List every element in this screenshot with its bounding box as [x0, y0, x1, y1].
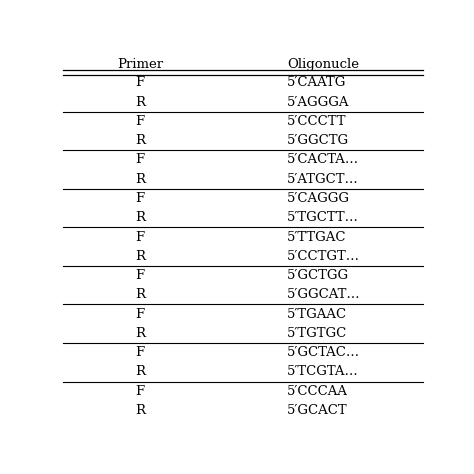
Text: F: F — [136, 192, 145, 205]
Text: F: F — [136, 346, 145, 359]
Text: 5′ATGCT…: 5′ATGCT… — [287, 173, 359, 186]
Text: R: R — [135, 250, 145, 263]
Text: Oligonucle: Oligonucle — [287, 58, 359, 72]
Text: R: R — [135, 173, 145, 186]
Text: F: F — [136, 76, 145, 90]
Text: 5′GGCTG: 5′GGCTG — [287, 134, 349, 147]
Text: 5′TTGAC: 5′TTGAC — [287, 230, 346, 244]
Text: 5′GCTAC…: 5′GCTAC… — [287, 346, 360, 359]
Text: 5′CCCTT: 5′CCCTT — [287, 115, 346, 128]
Text: 5′TGCTT…: 5′TGCTT… — [287, 211, 359, 224]
Text: R: R — [135, 327, 145, 340]
Text: 5′CCCAA: 5′CCCAA — [287, 384, 348, 398]
Text: R: R — [135, 211, 145, 224]
Text: R: R — [135, 288, 145, 301]
Text: 5′CAATG: 5′CAATG — [287, 76, 346, 90]
Text: 5′GGCAT…: 5′GGCAT… — [287, 288, 361, 301]
Text: F: F — [136, 308, 145, 320]
Text: 5′TCGTA…: 5′TCGTA… — [287, 365, 359, 378]
Text: Primer: Primer — [117, 58, 163, 72]
Text: F: F — [136, 384, 145, 398]
Text: F: F — [136, 115, 145, 128]
Text: F: F — [136, 154, 145, 166]
Text: 5′GCACT: 5′GCACT — [287, 404, 347, 417]
Text: R: R — [135, 404, 145, 417]
Text: 5′CACTA…: 5′CACTA… — [287, 154, 359, 166]
Text: 5′CAGGG: 5′CAGGG — [287, 192, 350, 205]
Text: F: F — [136, 269, 145, 282]
Text: R: R — [135, 96, 145, 109]
Text: R: R — [135, 134, 145, 147]
Text: 5′AGGGA: 5′AGGGA — [287, 96, 349, 109]
Text: F: F — [136, 230, 145, 244]
Text: 5′GCTGG: 5′GCTGG — [287, 269, 349, 282]
Text: 5′TGTGC: 5′TGTGC — [287, 327, 347, 340]
Text: 5′CCTGT…: 5′CCTGT… — [287, 250, 360, 263]
Text: 5′TGAAC: 5′TGAAC — [287, 308, 347, 320]
Text: R: R — [135, 365, 145, 378]
